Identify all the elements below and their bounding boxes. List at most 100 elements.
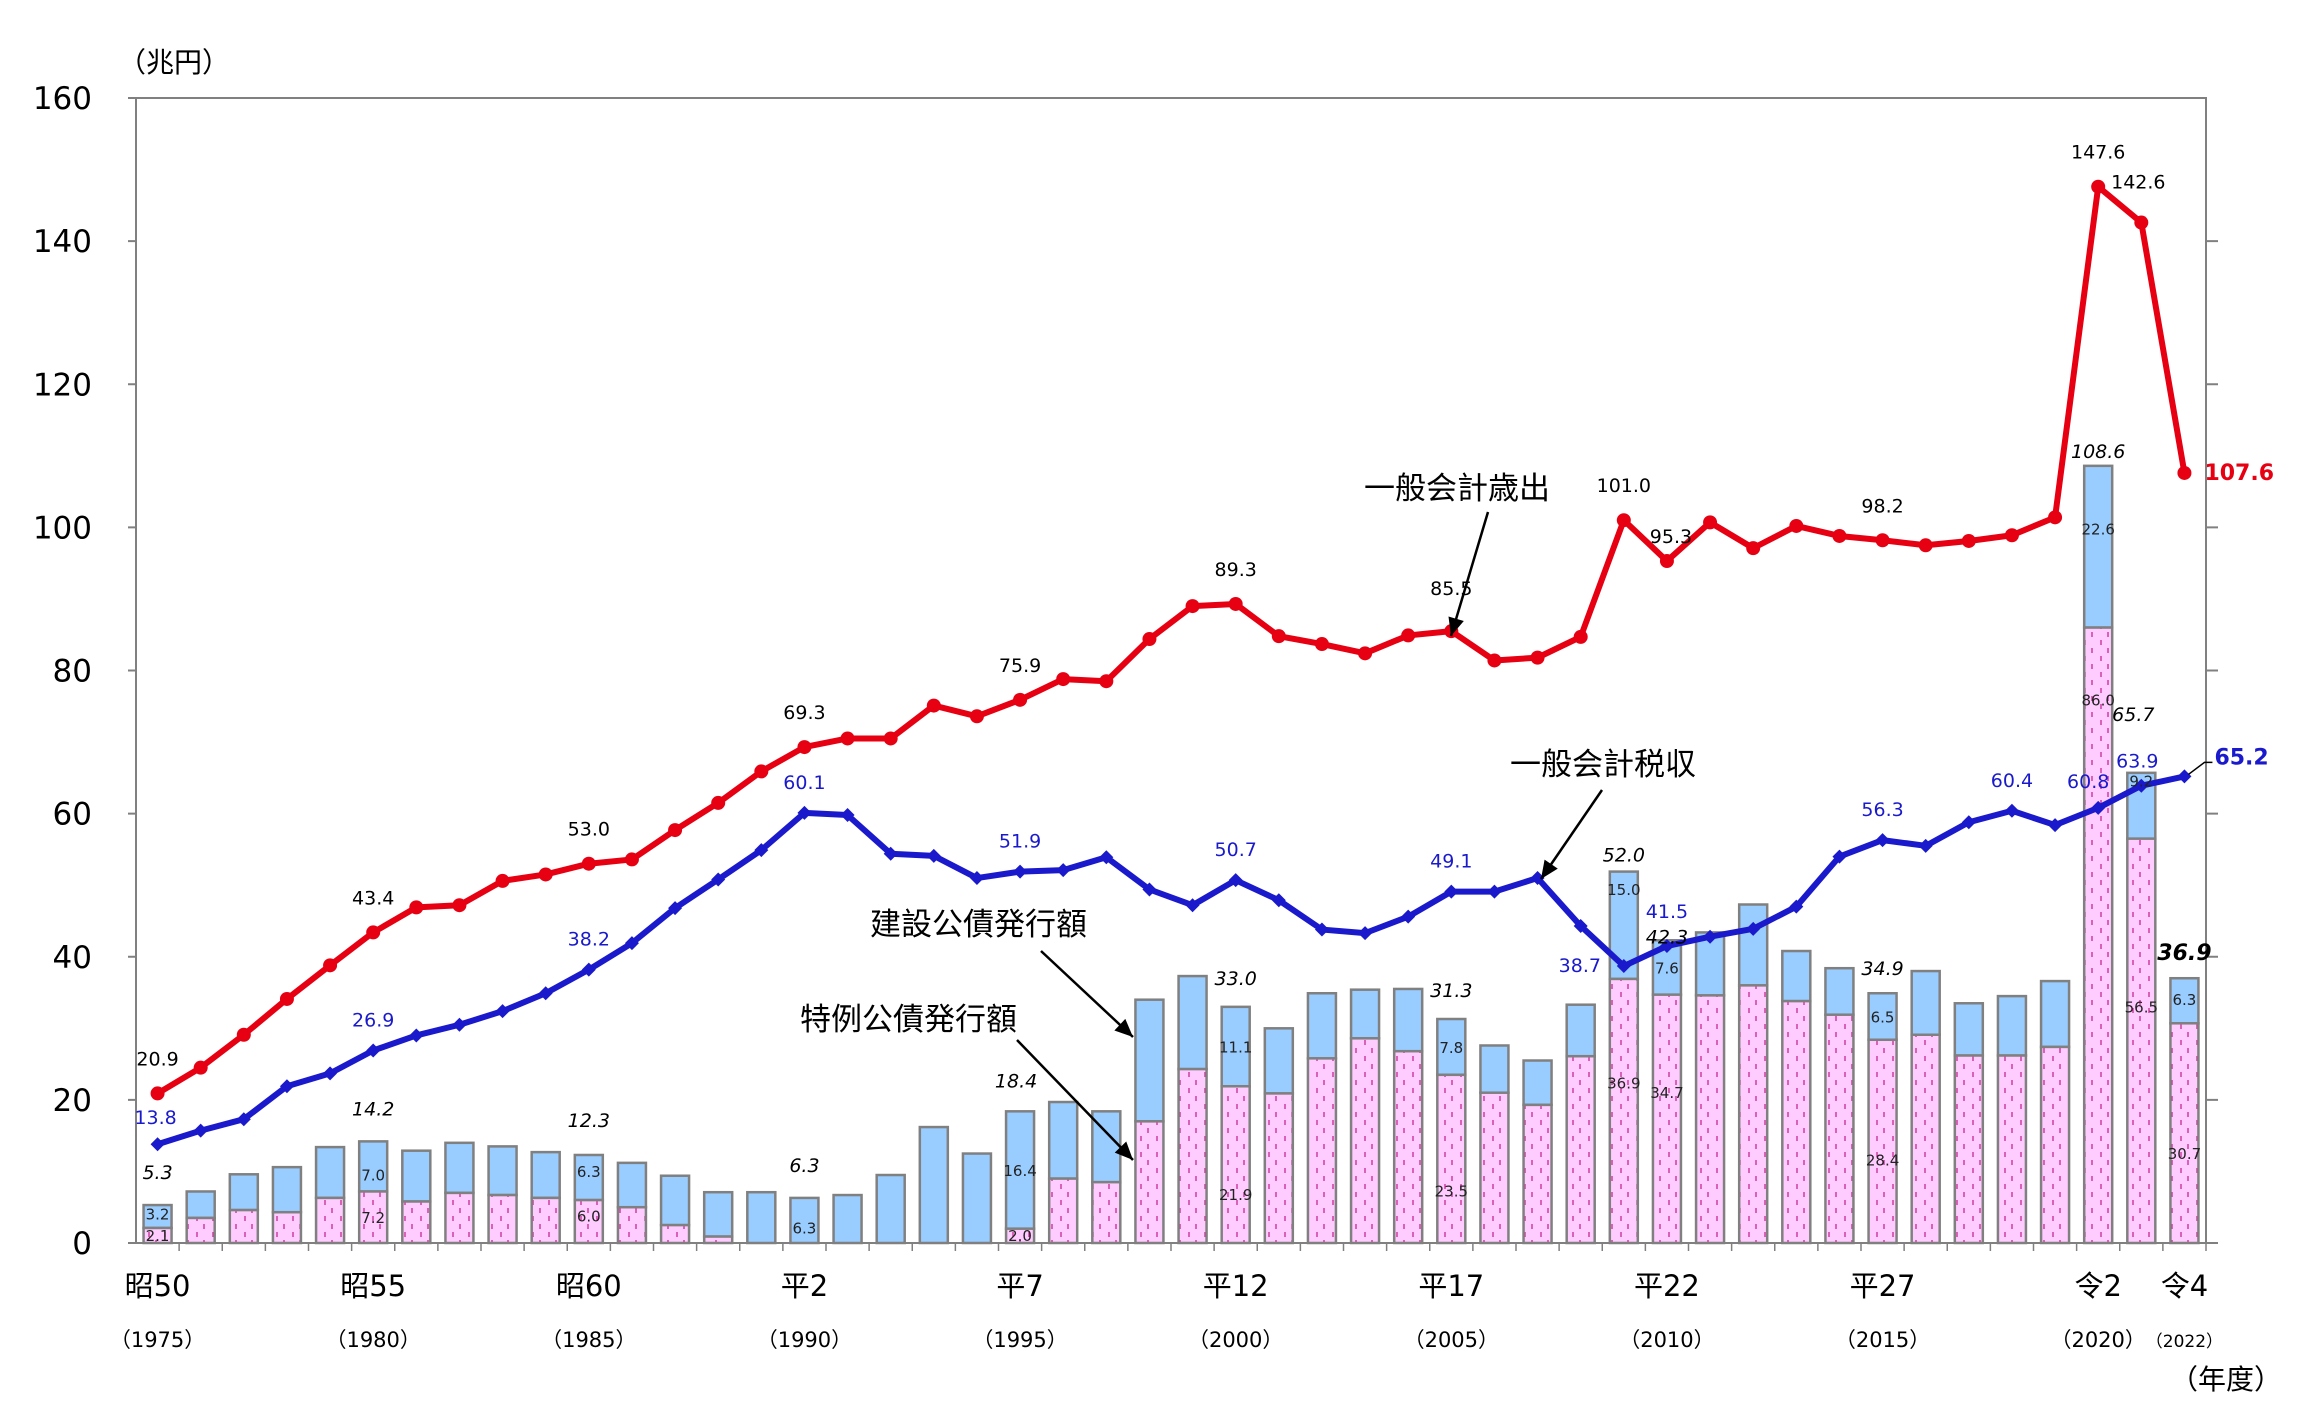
expenditure-point [2091, 179, 2106, 194]
bar-total-label: 42.3 [1646, 926, 1688, 948]
tax-point [581, 962, 596, 977]
bar-special [1306, 1057, 1338, 1245]
bar-construction [616, 1161, 648, 1209]
tax-point [1314, 922, 1329, 937]
annotation-construction: 建設公債発行額 [870, 907, 1087, 943]
expenditure-point [538, 867, 553, 882]
tax-point [2134, 778, 2149, 793]
expenditure-point [323, 958, 338, 973]
bar-total-label: 31.3 [1430, 980, 1472, 1002]
bar-special [1996, 1054, 2028, 1245]
tax-point [754, 843, 769, 858]
tax-point [150, 1137, 165, 1152]
expenditure-point [1875, 533, 1890, 548]
bar-total-label: 5.3 [142, 1162, 172, 1184]
expenditure-point [495, 873, 510, 888]
bar-special [271, 1210, 303, 1245]
bar-segment-label: 36.9 [1607, 1075, 1640, 1093]
bar-special [530, 1196, 561, 1245]
bar-total-label: 108.6 [2071, 441, 2125, 463]
bar-special [1177, 1067, 1208, 1245]
expenditure-point [926, 698, 941, 713]
expenditure-point [1056, 672, 1071, 687]
bar-construction [1177, 974, 1208, 1071]
tax-point [452, 1017, 467, 1032]
tax-point [495, 1004, 510, 1019]
tax-value-label: 63.9 [2116, 751, 2158, 773]
arrow-construction-line [1040, 950, 1134, 1038]
x-era-label: 平27 [1850, 1269, 1916, 1303]
expenditure-point [2048, 510, 2063, 525]
bar-special [2169, 1022, 2200, 1245]
tax-point [409, 1028, 424, 1043]
bar-special [142, 1226, 173, 1245]
annotation-expenditure: 一般会計歳出 [1364, 471, 1550, 507]
expenditure-point [1185, 599, 1200, 614]
tax-point [2091, 800, 2106, 815]
expenditure-point [1616, 513, 1631, 528]
bar-construction [444, 1141, 475, 1195]
y-tick-label: 140 [33, 224, 92, 260]
expenditure-point [1961, 533, 1976, 548]
tax-point [193, 1123, 208, 1138]
tax-point [1271, 893, 1286, 908]
y-tick-label: 60 [53, 797, 92, 833]
bar-construction [401, 1149, 432, 1203]
expenditure-point [409, 900, 424, 915]
bar-construction [961, 1152, 993, 1245]
bar-construction [875, 1173, 906, 1245]
tax-point [624, 936, 639, 951]
tax-value-label: 65.2 [2214, 745, 2268, 770]
tax-point [1099, 850, 1114, 865]
tax-value-label: 38.7 [1559, 955, 1601, 977]
expenditure-point [193, 1060, 208, 1075]
bar-construction [1824, 966, 1855, 1016]
bar-segment-label: 9.2 [2129, 773, 2153, 791]
bar-special [2126, 837, 2157, 1245]
bar-special [314, 1196, 346, 1245]
expenditure-point [1487, 653, 1502, 668]
expenditure-value-label: 85.5 [1430, 578, 1472, 600]
annotation-tax: 一般会計税収 [1510, 747, 1696, 783]
bar-total-label: 33.0 [1215, 968, 1257, 990]
tax-point [1746, 921, 1761, 936]
x-year-label: （2020） [2050, 1328, 2145, 1352]
tax-point [1444, 884, 1459, 899]
tax-point [883, 846, 898, 861]
bar-special [659, 1223, 691, 1245]
bar-construction [1781, 949, 1812, 1003]
bar-construction [185, 1190, 216, 1220]
y-unit-label: （兆円） [118, 46, 230, 79]
x-year-label: （2010） [1619, 1328, 1714, 1352]
bar-construction [1392, 987, 1424, 1053]
x-era-label: 令2 [2074, 1269, 2121, 1303]
bar-total-label: 36.9 [2157, 941, 2211, 966]
bar-segment-label: 86.0 [2081, 691, 2114, 709]
tax-point [236, 1112, 251, 1127]
expenditure-point [452, 898, 467, 913]
bar-special [1781, 999, 1812, 1245]
bar-special [1953, 1054, 1985, 1245]
expenditure-value-label: 43.4 [352, 887, 394, 909]
tax-point [711, 872, 726, 887]
bar-special [185, 1216, 216, 1245]
bar-special [1436, 1073, 1467, 1245]
bar-construction [832, 1193, 863, 1245]
expenditure-point [1746, 541, 1761, 556]
bar-special [1091, 1180, 1122, 1245]
bar-construction [702, 1190, 734, 1238]
bar-construction [1479, 1044, 1510, 1094]
bar-special [228, 1208, 260, 1245]
tax-point [1185, 898, 1200, 913]
expenditure-point [754, 764, 769, 779]
y-tick-label: 120 [33, 367, 92, 403]
bar-total-label: 18.4 [995, 1070, 1037, 1092]
bar-segment-label: 22.6 [2081, 521, 2114, 539]
x-era-label: 令4 [2161, 1269, 2208, 1303]
tax-final-leader [2187, 761, 2213, 776]
expenditure-value-label: 20.9 [136, 1048, 178, 1070]
expenditure-point [2004, 528, 2019, 543]
tax-value-label: 38.2 [568, 929, 610, 951]
tax-point [1358, 926, 1373, 941]
bar-construction [746, 1190, 777, 1245]
